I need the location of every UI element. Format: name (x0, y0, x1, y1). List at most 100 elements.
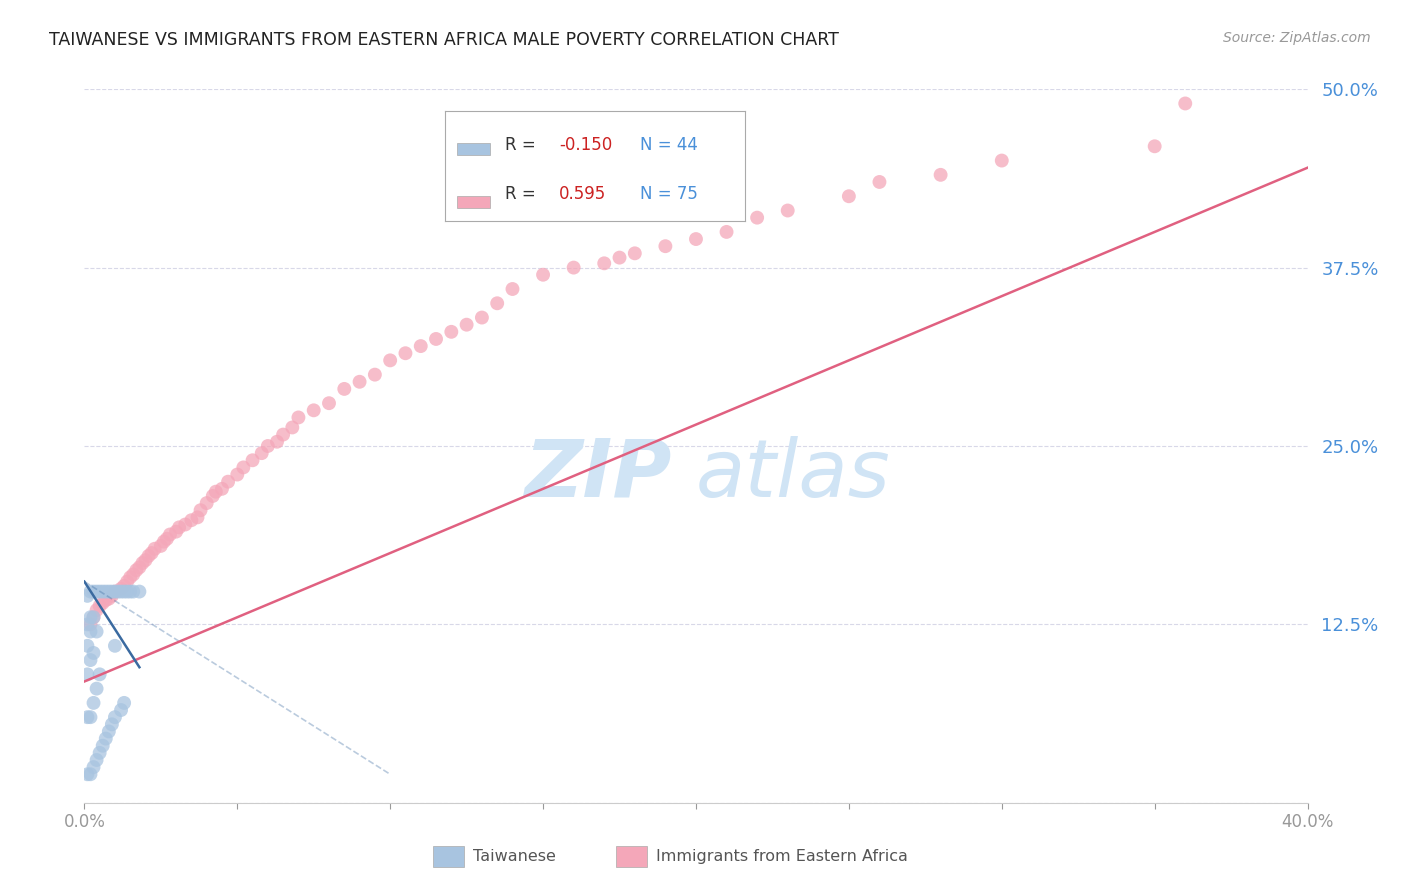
Point (409, 339, 432, 353)
Point (97, 724, 120, 739)
Point (609, 251, 631, 265)
Point (104, 584, 127, 599)
Point (79, 767, 101, 781)
Point (141, 546, 163, 560)
Text: TAIWANESE VS IMMIGRANTS FROM EASTERN AFRICA MALE POVERTY CORRELATION CHART: TAIWANESE VS IMMIGRANTS FROM EASTERN AFR… (49, 31, 839, 49)
Point (83, 610, 105, 624)
Point (104, 584, 127, 599)
Point (86, 603, 108, 617)
Point (101, 717, 124, 731)
Point (83, 610, 105, 624)
Point (101, 589, 124, 603)
Point (266, 434, 288, 449)
Text: ZIP: ZIP (524, 435, 672, 514)
Point (83, 584, 105, 599)
Point (211, 482, 233, 496)
Point (79, 610, 101, 624)
Point (79, 710, 101, 724)
Point (125, 563, 148, 577)
Point (333, 382, 356, 396)
Point (128, 560, 150, 574)
Point (364, 368, 387, 382)
Text: atlas: atlas (696, 435, 891, 514)
Point (91, 596, 114, 610)
Point (79, 653, 101, 667)
Point (110, 582, 132, 596)
Point (76, 589, 98, 603)
Point (201, 489, 224, 503)
Point (654, 239, 676, 253)
Point (89, 667, 111, 681)
Point (120, 570, 142, 584)
Point (195, 496, 218, 510)
Point (190, 503, 212, 517)
Point (287, 410, 309, 425)
Point (217, 475, 239, 489)
Text: Immigrants from Eastern Africa: Immigrants from Eastern Africa (655, 849, 907, 863)
Point (83, 646, 105, 660)
Point (143, 541, 166, 556)
Point (486, 296, 509, 310)
Point (79, 584, 101, 599)
Point (135, 553, 157, 567)
Point (94, 731, 117, 746)
Point (991, 153, 1014, 168)
Point (349, 375, 371, 389)
Text: Source: ZipAtlas.com: Source: ZipAtlas.com (1223, 31, 1371, 45)
Point (115, 584, 138, 599)
Bar (616, 846, 647, 867)
Point (112, 584, 135, 599)
Point (128, 584, 150, 599)
Point (120, 584, 142, 599)
Point (122, 584, 145, 599)
Point (1143, 139, 1166, 153)
Point (869, 175, 891, 189)
Point (76, 710, 98, 724)
Point (180, 513, 202, 527)
Point (115, 574, 138, 589)
Bar (433, 846, 464, 867)
Point (425, 332, 447, 346)
Point (929, 168, 952, 182)
Point (122, 567, 145, 582)
Point (156, 532, 179, 546)
Point (440, 325, 463, 339)
Point (271, 427, 294, 442)
Point (79, 617, 101, 632)
Point (89, 599, 111, 613)
Point (562, 260, 585, 275)
Point (149, 539, 172, 553)
Point (205, 484, 228, 499)
Point (110, 584, 132, 599)
Point (242, 453, 264, 467)
Point (685, 232, 707, 246)
Point (97, 584, 120, 599)
Point (97, 591, 120, 606)
Point (112, 696, 135, 710)
Point (167, 520, 190, 534)
Point (91, 739, 114, 753)
Point (131, 556, 153, 570)
Point (153, 534, 176, 549)
Point (380, 353, 402, 368)
Point (101, 584, 124, 599)
Point (531, 268, 554, 282)
Point (471, 310, 494, 325)
Point (104, 710, 127, 724)
Point (838, 189, 860, 203)
Point (456, 318, 478, 332)
Point (716, 225, 738, 239)
Point (394, 346, 416, 360)
Point (232, 460, 254, 475)
Point (76, 617, 98, 632)
Point (86, 681, 108, 696)
Text: Taiwanese: Taiwanese (474, 849, 557, 863)
Point (593, 256, 616, 270)
Point (776, 203, 799, 218)
Point (502, 282, 524, 296)
Point (89, 746, 111, 760)
Point (83, 760, 105, 774)
Point (159, 527, 181, 541)
Point (318, 396, 340, 410)
Point (86, 753, 108, 767)
